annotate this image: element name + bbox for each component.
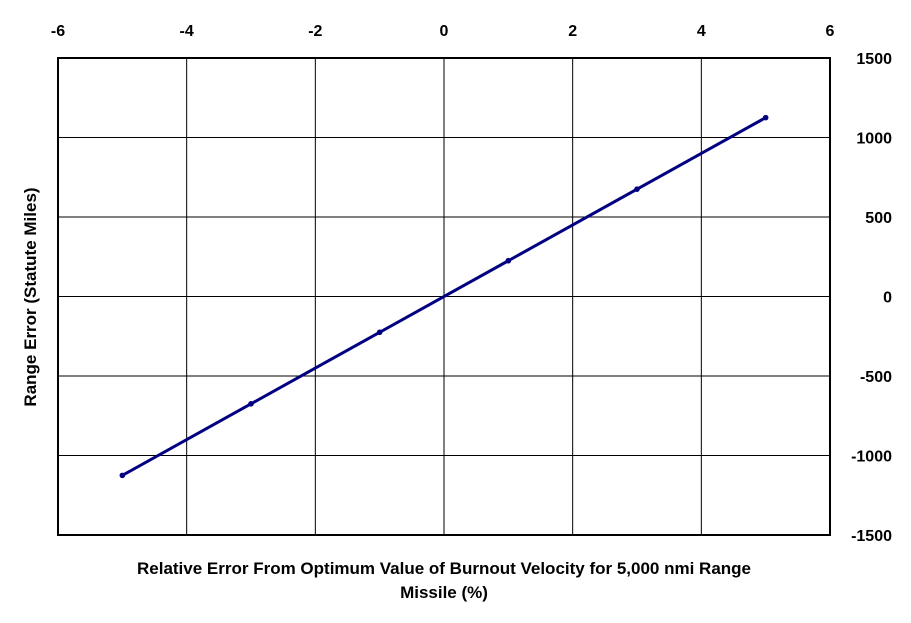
x-tick-label: -4	[180, 23, 194, 40]
series-lines	[119, 114, 769, 479]
plot-border	[57, 57, 831, 536]
y-tick-label: 0	[883, 290, 892, 307]
series-line	[121, 116, 767, 477]
data-point	[634, 186, 640, 192]
y-axis-title: Range Error (Statute Miles)	[21, 187, 40, 406]
x-axis-title-line-1: Relative Error From Optimum Value of Bur…	[137, 559, 751, 578]
x-tick-label: 6	[826, 23, 835, 40]
y-tick-label: 1000	[856, 131, 892, 148]
y-tick-label: -1000	[851, 449, 892, 466]
y-tick-label: 1500	[856, 51, 892, 68]
y-tick-label: -1500	[851, 528, 892, 545]
y-tick-labels: 1500 1000 500 0 -500 -1000 -1500	[851, 51, 892, 545]
x-tick-label: 0	[440, 23, 449, 40]
y-tick-label: -500	[860, 369, 892, 386]
data-point	[762, 114, 769, 121]
x-tick-label: -2	[308, 23, 322, 40]
x-tick-label: -6	[51, 23, 65, 40]
data-point	[248, 401, 254, 407]
x-axis-title-line-2: Missile (%)	[400, 583, 488, 602]
y-tick-label: 500	[865, 210, 892, 227]
data-point	[376, 329, 383, 336]
data-point	[119, 472, 126, 479]
x-tick-labels: -6 -4 -2 0 2 4 6	[51, 23, 835, 40]
x-tick-label: 4	[697, 23, 706, 40]
data-point	[505, 257, 512, 264]
x-tick-label: 2	[568, 23, 577, 40]
